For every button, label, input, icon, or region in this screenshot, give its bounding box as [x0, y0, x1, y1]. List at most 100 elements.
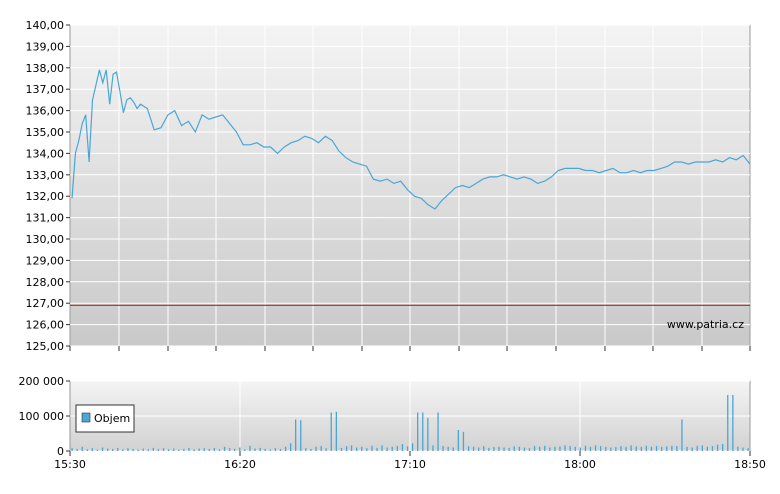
- volume-bar: [391, 446, 393, 451]
- volume-bar: [452, 447, 454, 451]
- volume-bar: [722, 444, 724, 451]
- legend-label: Objem: [94, 412, 130, 425]
- volume-bar: [315, 446, 317, 451]
- volume-bar: [447, 446, 449, 451]
- volume-bar: [742, 447, 744, 451]
- volume-bar: [483, 446, 485, 451]
- volume-bar: [386, 447, 388, 451]
- volume-bar: [589, 446, 592, 451]
- volume-bar: [711, 446, 714, 451]
- volume-bar: [345, 446, 348, 451]
- volume-bar: [640, 446, 642, 451]
- volume-bar: [350, 445, 353, 451]
- volume-bar: [625, 446, 627, 451]
- volume-bar: [549, 447, 551, 451]
- volume-bar: [600, 446, 602, 451]
- price-y-tick-label: 138,00: [26, 62, 65, 75]
- volume-bar: [432, 445, 434, 451]
- volume-bar: [681, 419, 683, 451]
- volume-bar: [457, 430, 459, 451]
- volume-bar: [417, 412, 419, 451]
- volume-bar: [676, 446, 678, 451]
- price-y-tick-label: 134,00: [26, 147, 65, 160]
- volume-bar: [127, 448, 129, 451]
- price-y-tick-label: 128,00: [26, 276, 65, 289]
- volume-bar: [300, 420, 302, 451]
- price-series-line: [71, 69, 751, 210]
- volume-bar: [666, 446, 668, 451]
- volume-bar: [406, 446, 409, 451]
- volume-bar: [716, 444, 719, 451]
- volume-bar: [244, 449, 246, 452]
- price-y-tick-label: 129,00: [26, 254, 65, 267]
- volume-legend: Objem: [75, 404, 135, 433]
- volume-bar: [467, 446, 470, 451]
- volume-bar: [701, 445, 703, 451]
- volume-bar: [396, 446, 398, 451]
- volume-bar: [427, 417, 429, 452]
- volume-bar: [533, 446, 536, 451]
- volume-bar: [635, 446, 637, 451]
- volume-bar: [747, 448, 749, 451]
- volume-bar: [269, 449, 271, 452]
- price-y-tick-label: 139,00: [26, 40, 65, 53]
- volume-bar: [152, 447, 154, 451]
- volume-bar: [539, 446, 541, 451]
- volume-bar: [411, 443, 414, 451]
- volume-bar: [147, 449, 149, 452]
- volume-bar: [488, 447, 490, 451]
- volume-bar: [203, 448, 205, 451]
- volume-bar: [249, 445, 251, 452]
- volume-bar: [208, 448, 210, 451]
- volume-bar: [513, 446, 515, 451]
- volume-bar: [340, 447, 343, 451]
- volume-bar: [279, 448, 282, 451]
- volume-bar: [330, 412, 332, 451]
- volume-y-tick-label: 0: [57, 445, 64, 458]
- volume-bar: [574, 446, 576, 451]
- volume-bar: [559, 446, 561, 451]
- volume-bar: [579, 447, 581, 451]
- volume-bar: [142, 448, 144, 451]
- volume-bar: [168, 449, 170, 452]
- price-y-tick-label: 137,00: [26, 83, 65, 96]
- volume-bar: [569, 446, 571, 451]
- volume-bar: [462, 431, 465, 452]
- volume-bar: [234, 448, 236, 451]
- volume-bar: [162, 448, 165, 451]
- volume-bar: [564, 445, 566, 451]
- volume-bar: [101, 447, 104, 451]
- volume-bar: [498, 446, 500, 451]
- volume-bar: [361, 446, 363, 451]
- volume-bar: [615, 447, 617, 451]
- price-y-tick-label: 130,00: [26, 233, 65, 246]
- volume-bar: [523, 447, 526, 451]
- volume-bar: [183, 448, 185, 451]
- volume-bar: [661, 446, 663, 451]
- price-y-tick-label: 126,00: [26, 319, 65, 332]
- volume-bar: [544, 445, 546, 452]
- price-gridlines: [70, 24, 750, 347]
- volume-bar: [173, 448, 175, 451]
- volume-bar: [610, 447, 612, 451]
- volume-bar: [650, 446, 653, 451]
- volume-bar: [691, 447, 693, 451]
- volume-bar: [290, 443, 292, 451]
- volume-bar: [178, 449, 180, 451]
- volume-bar: [381, 445, 383, 451]
- price-y-tick-label: 132,00: [26, 190, 65, 203]
- price-y-tick-label: 125,00: [26, 340, 65, 353]
- volume-bar: [686, 446, 688, 451]
- volume-bar: [107, 448, 109, 451]
- volume-bar: [528, 448, 531, 451]
- x-tick-label: 16:20: [224, 458, 256, 471]
- volume-bar: [371, 445, 373, 452]
- x-tick-label: 18:00: [564, 458, 596, 471]
- price-y-axis: 140,00 139,00 138,00 137,00 136,00 135,00 134,…: [26, 19, 70, 353]
- volume-bar: [218, 449, 221, 452]
- volume-bar: [727, 395, 729, 451]
- volume-bar: [239, 447, 241, 451]
- volume-bar: [620, 446, 622, 451]
- volume-bar: [594, 445, 597, 451]
- volume-bar: [376, 447, 378, 451]
